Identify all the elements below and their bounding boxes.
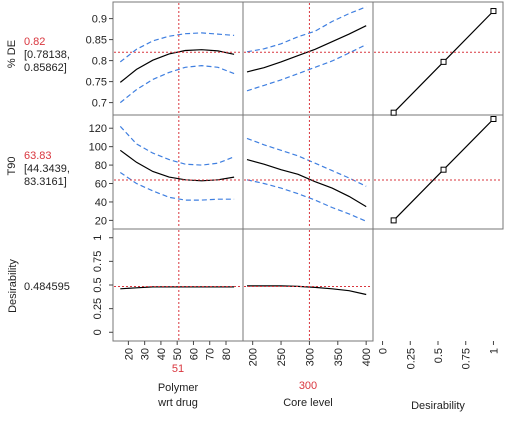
xtick-label-0-5: 70 [205,348,217,360]
xtick-label-1-2: 300 [304,348,316,366]
ytick-label-2-2: 0.5 [92,277,104,292]
ytick-label-0-4: 0.9 [92,14,107,26]
ci-upper-0-0 [119,32,235,63]
desirability-handle-1-0 [390,217,397,224]
xtick-label-2-4: 1 [488,348,500,354]
desirability-predicted: 0.484595 [24,281,70,293]
ytick-label-2-4: 1 [92,235,104,241]
xtick-label-1-4: 400 [361,348,373,366]
core-level-axis-label-line1: Core level [283,397,333,409]
panel-2-1 [242,228,374,342]
xtick-label-2-1: 0.25 [405,348,417,369]
polymer-axis-label-line1: Polymer [157,382,199,394]
ytick-label-0-0: 0.7 [92,98,107,110]
ci-upper-1-0 [119,125,235,166]
ytick-label-0-1: 0.75 [86,77,107,89]
row-label-desirability: Desirability [7,259,19,313]
xtick-label-1-1: 250 [276,348,288,366]
prediction-curve-0-1 [246,25,367,73]
de-predicted-value: 0.82 [0.78138, 0.85862] [24,36,70,75]
row-label-de: % DE [6,39,18,69]
row-label-t90: T90 [6,156,18,176]
panel-2-0 [112,228,244,342]
desirability-value: 0.484595 [24,281,70,294]
xtick-label-2-3: 0.75 [461,348,473,369]
prediction-curve-1-0 [119,149,235,182]
xtick-label-0-0: 20 [123,348,135,360]
ytick-label-1-3: 80 [95,160,107,172]
xtick-label-0-1: 30 [140,348,152,360]
de-ci-lower: [0.78138, [24,49,70,61]
desirability-handle-0-0 [390,109,397,116]
ytick-label-2-1: 0.25 [92,298,104,319]
xtick-label-0-6: 80 [221,348,233,360]
xtick-label-2-2: 0.5 [433,348,445,363]
ytick-label-1-1: 40 [95,197,107,209]
xtick-label-0-3: 50 [172,348,184,360]
prediction-curve-1-1 [246,159,367,208]
ytick-label-2-0: 0 [92,329,104,335]
t90-ci-lower: [44.3439, [24,163,70,175]
xtick-label-0-2: 40 [156,348,168,360]
polymer-current-value: 51 [171,363,185,375]
panel-1-1 [242,114,374,230]
xtick-label-2-0: 0 [378,348,390,354]
ytick-label-2-3: 0.75 [92,251,104,272]
panel-0-0 [112,1,244,116]
ci-lower-0-0 [119,64,235,104]
desirability-handle-0-2 [490,8,497,15]
panel-0-2 [372,1,504,116]
de-ci-upper: 0.85862] [24,62,67,74]
de-predicted: 0.82 [24,36,46,48]
panel-1-0 [112,114,244,230]
ytick-label-1-5: 120 [89,123,107,135]
prediction-curve-2-0 [120,286,235,290]
ytick-label-1-2: 60 [95,179,107,191]
prediction-curve-0-0 [119,49,235,83]
desirability-axis-label-line1: Desirability [411,400,465,412]
panel-0-1 [242,1,374,116]
desirability-handle-1-1 [440,166,447,173]
desirability-handle-0-1 [440,58,447,65]
ci-lower-0-1 [246,44,367,92]
desirability-axis-label: Desirability [388,399,488,414]
ytick-label-0-2: 0.8 [92,56,107,68]
core-level-axis-label: Core level [258,396,358,411]
ytick-label-1-4: 100 [89,142,107,154]
panel-1-2 [372,114,504,230]
ci-lower-1-1 [246,179,367,222]
ci-lower-1-0 [119,172,235,201]
t90-predicted-value: 63.83 [44.3439, 83.3161] [24,150,70,189]
ci-upper-0-1 [246,6,367,53]
ytick-label-1-0: 20 [95,215,107,227]
xtick-label-0-4: 60 [188,348,200,360]
desirability-handle-1-2 [490,116,497,122]
ci-upper-1-1 [246,137,367,187]
polymer-axis-label-line2: wrt drug [158,397,198,409]
ytick-label-0-3: 0.85 [86,35,107,47]
t90-ci-upper: 83.3161] [24,176,67,188]
polymer-axis-label: Polymer wrt drug [128,381,228,411]
t90-predicted: 63.83 [24,150,52,162]
xtick-label-1-3: 350 [333,348,345,366]
xtick-label-1-0: 200 [248,348,260,366]
core-level-current-value: 300 [298,380,318,392]
prediction-curve-2-1 [247,285,367,296]
